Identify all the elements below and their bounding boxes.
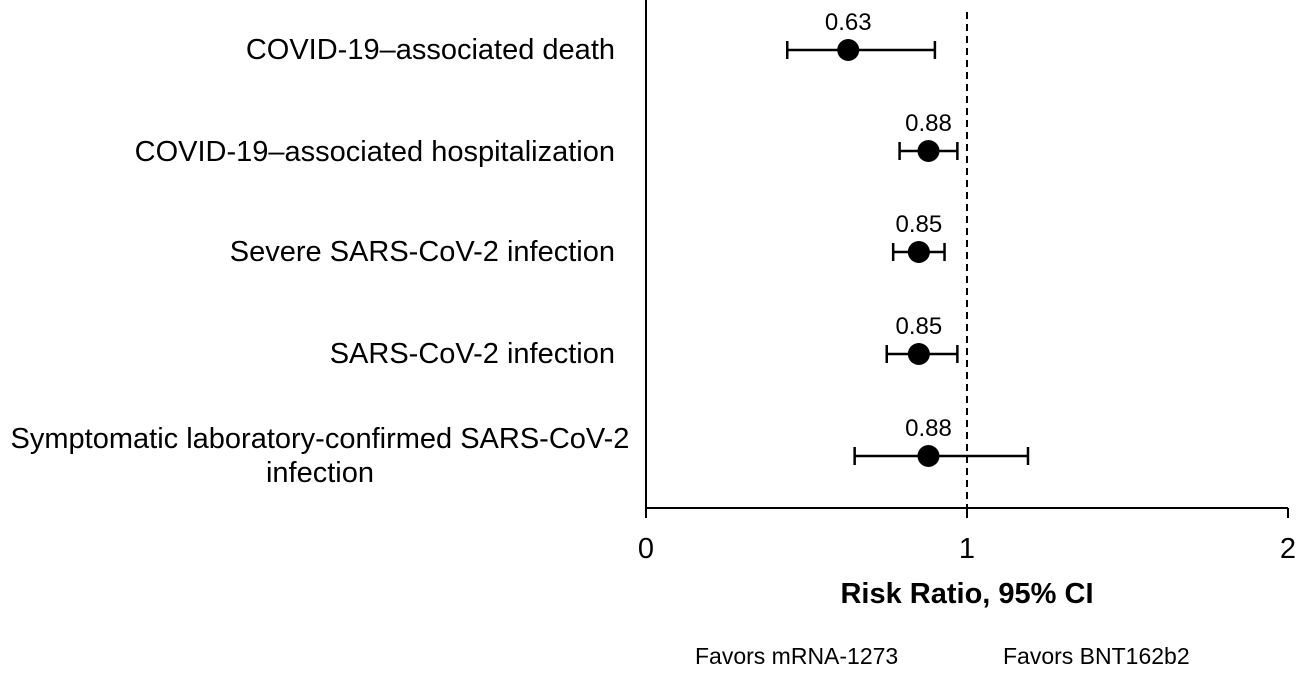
favors-right-label: Favors BNT162b2 xyxy=(1003,643,1190,669)
estimate-label-4: 0.88 xyxy=(905,415,952,442)
category-label-severe-infection: Severe SARS-CoV-2 infection xyxy=(229,236,615,268)
category-label-death: COVID-19–associated death xyxy=(245,34,615,66)
x-axis-title: Risk Ratio, 95% CI xyxy=(840,578,1094,610)
point-estimate-2 xyxy=(907,241,930,263)
category-label-hospitalization: COVID-19–associated hospitalization xyxy=(134,136,615,168)
point-estimate-1 xyxy=(917,140,940,162)
point-estimate-3 xyxy=(907,343,930,365)
estimate-label-0: 0.63 xyxy=(825,9,872,36)
category-label-infection: SARS-CoV-2 infection xyxy=(329,338,615,370)
estimate-label-2: 0.85 xyxy=(895,211,942,238)
x-tick-label-2: 2 xyxy=(1280,533,1296,565)
x-tick-label-0: 0 xyxy=(638,533,654,565)
favors-left-label: Favors mRNA-1273 xyxy=(695,643,899,669)
x-tick-label-1: 1 xyxy=(959,533,975,565)
point-estimate-0 xyxy=(837,39,860,61)
estimate-label-3: 0.85 xyxy=(895,313,942,340)
category-label-symptomatic-infection: Symptomatic laboratory-confirmed SARS-Co… xyxy=(10,423,630,489)
point-estimate-4 xyxy=(917,445,940,467)
estimate-label-1: 0.88 xyxy=(905,110,952,137)
